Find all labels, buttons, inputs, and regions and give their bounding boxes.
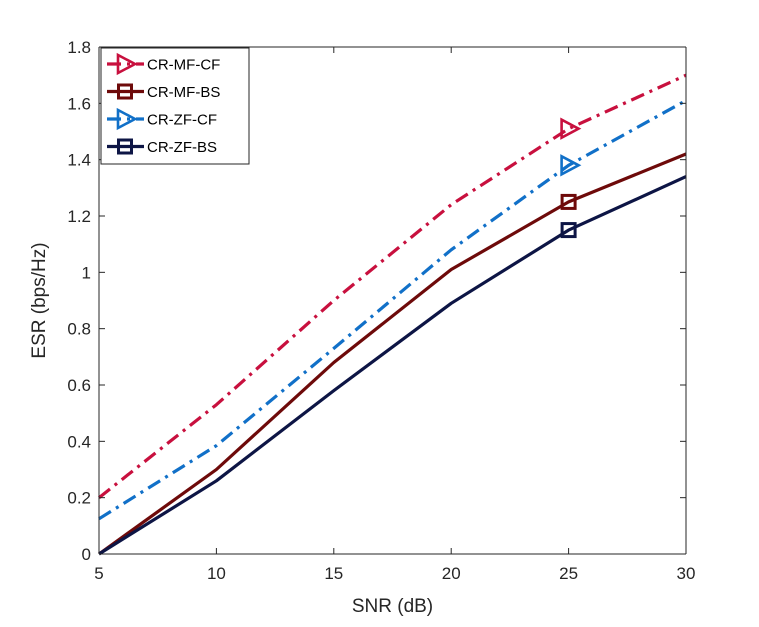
legend-label: CR-MF-CF [147, 57, 220, 74]
y-tick-label: 1.4 [67, 151, 91, 170]
legend-item-cr-mf-cf: CR-MF-CF [107, 52, 220, 76]
y-tick-label: 0.4 [67, 432, 91, 451]
x-tick-label: 30 [677, 564, 696, 583]
series-cr-zf-bs [98, 175, 687, 556]
y-tick-label: 0.8 [67, 320, 91, 339]
series-layer [98, 73, 687, 556]
x-axis-label: SNR (dB) [352, 596, 433, 617]
series-line-cr-mf-bs [98, 152, 687, 556]
x-tick-label: 25 [559, 564, 578, 583]
y-tick-label: 0.2 [67, 489, 91, 508]
y-axis-label: ESR (bps/Hz) [29, 242, 50, 358]
legend-marker [117, 83, 133, 100]
legend-marker [117, 138, 133, 155]
legend-label: CR-MF-BS [147, 84, 220, 101]
legend-item-cr-zf-bs: CR-ZF-BS [107, 138, 217, 156]
legend-marker [116, 107, 138, 131]
legend-marker [116, 52, 138, 76]
axes-layer: 5 10 15 20 25 30 0 0.2 0.4 0.6 0.8 1 1.2 1.4 1.6 1.8 [67, 38, 695, 583]
y-tick-label: 0 [82, 545, 91, 564]
legend-item-cr-zf-cf: CR-ZF-CF [107, 107, 217, 131]
y-tick-label: 0.6 [67, 376, 91, 395]
series-marker-cr-mf-bs [560, 193, 577, 210]
x-tick-label: 20 [442, 564, 461, 583]
y-tick-label: 1.2 [67, 207, 91, 226]
legend-item-cr-mf-bs: CR-MF-BS [107, 83, 220, 101]
legend-box [100, 47, 250, 165]
series-marker-cr-mf-cf [560, 117, 582, 140]
series-line-cr-zf-bs [98, 175, 687, 556]
legend-label: CR-ZF-BS [147, 139, 217, 156]
y-tick-label: 1.6 [67, 94, 91, 113]
x-tick-label: 5 [94, 564, 103, 583]
y-tick-label: 1 [82, 263, 91, 282]
legend: CR-MF-CF CR-MF-BS CR-ZF-CF CR-ZF-BS [100, 47, 250, 165]
series-line-cr-zf-cf [98, 99, 687, 521]
series-line-cr-mf-cf [98, 73, 687, 499]
x-tick-label: 10 [207, 564, 226, 583]
series-marker-cr-zf-cf [560, 154, 582, 177]
x-tick-label: 15 [324, 564, 343, 583]
legend-label: CR-ZF-CF [147, 112, 217, 129]
y-tick-label: 1.8 [67, 38, 91, 57]
series-cr-zf-cf [98, 99, 687, 521]
series-marker-cr-zf-bs [560, 222, 577, 239]
series-cr-mf-bs [98, 152, 687, 556]
series-cr-mf-cf [98, 73, 687, 499]
